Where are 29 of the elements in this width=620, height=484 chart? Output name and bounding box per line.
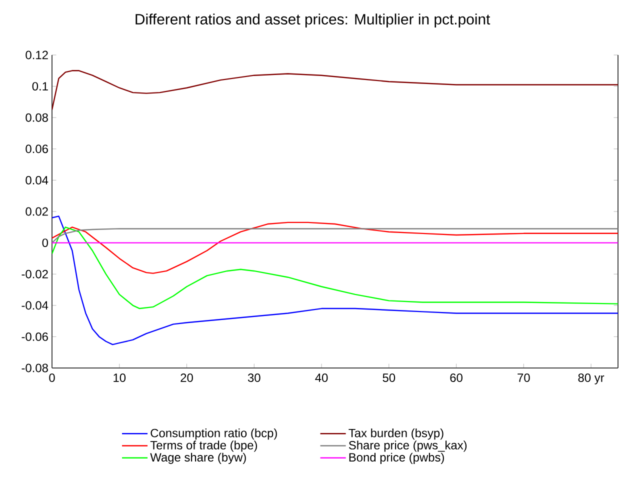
y-tick-label: -0.04	[22, 301, 48, 310]
line-series	[52, 228, 618, 244]
legend-label: Consumption ratio (bcp)	[150, 428, 277, 440]
legend-label: Terms of trade (bpe)	[150, 440, 257, 452]
y-tick-label: 0.04	[26, 176, 48, 184]
legend-label: Share price (pws_kax)	[348, 440, 467, 452]
legend-label: Bond price (pwbs)	[349, 452, 444, 464]
y-tick-label: 0.02	[26, 207, 48, 216]
x-tick-label: 50	[382, 374, 396, 382]
chart-title: Different ratios and asset prices: Multiplier in pct.point	[136, 14, 490, 28]
y-tick-label: -0.02	[22, 270, 48, 278]
y-tick-label: -0.08	[22, 364, 48, 372]
y-tick-label: 0	[42, 238, 48, 248]
y-tick-label: 0.1	[32, 82, 48, 91]
y-tick-label: 0.12	[26, 50, 48, 60]
x-tick-label: 40	[315, 374, 328, 382]
y-tick-label: -0.06	[22, 332, 48, 341]
line-series	[52, 222, 618, 274]
x-tick-label: 70	[518, 374, 530, 382]
x-tick-label: 10	[114, 374, 126, 382]
x-tick-label: 60	[450, 374, 462, 382]
y-tick-label: 0.06	[26, 144, 48, 154]
legend-label: Wage share (byw)	[150, 452, 246, 464]
x-tick-label: 0	[49, 374, 55, 382]
x-tick-label: 30	[248, 374, 260, 382]
x-tick-label: 80 yr	[578, 374, 604, 384]
legend-label: Tax burden (bsyp)	[348, 428, 444, 440]
x-tick-label: 20	[180, 374, 193, 382]
y-tick-label: 0.08	[26, 113, 48, 122]
